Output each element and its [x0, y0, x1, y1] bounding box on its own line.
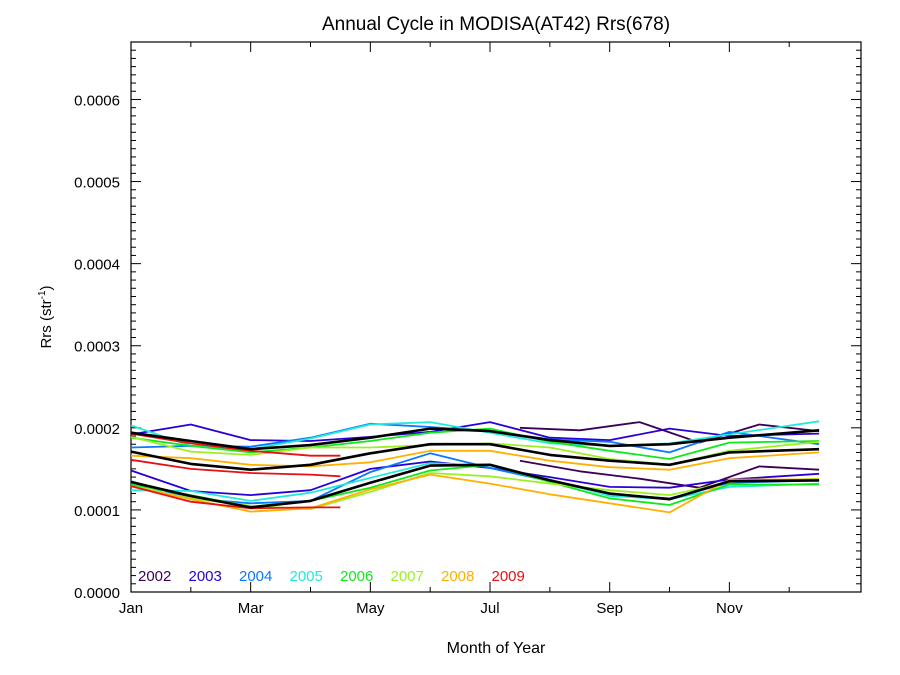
y-tick-label: 0.0000: [74, 585, 120, 602]
chart-title: Annual Cycle in MODISA(AT42) Rrs(678): [322, 14, 670, 35]
y-axis-label-superscript: -1: [37, 290, 48, 299]
legend-entry-2003: 2003: [189, 568, 222, 585]
axis-ticks: [130, 42, 861, 593]
y-axis-label-close: ): [38, 285, 55, 290]
legend-entry-2006: 2006: [340, 568, 373, 585]
x-tick-label: Sep: [596, 600, 623, 617]
plot-border: [130, 41, 862, 593]
legend-entry-2009: 2009: [492, 568, 525, 585]
y-axis-label-main: Rrs (str: [38, 299, 55, 348]
y-tick-label: 0.0002: [74, 421, 120, 438]
legend-entry-2004: 2004: [239, 568, 272, 585]
x-axis-label: Month of Year: [447, 640, 546, 657]
series-line-2002-1: [519, 421, 820, 444]
x-tick-label: Jul: [480, 600, 499, 617]
mean-line-1: [130, 427, 820, 451]
y-axis-label: Rrs (str-1): [37, 285, 55, 348]
y-tick-label: 0.0001: [74, 503, 120, 520]
x-tick-label: Nov: [716, 600, 743, 617]
legend-entry-2007: 2007: [391, 568, 424, 585]
legend-entry-2008: 2008: [441, 568, 474, 585]
mean-series-layer: [130, 427, 820, 509]
legend-entry-2005: 2005: [290, 568, 323, 585]
y-tick-label: 0.0006: [74, 92, 120, 109]
legend: 2002 2003 2004 2005 2006 2007 2008 2009: [138, 568, 525, 585]
series-line-2008-2: [130, 473, 820, 514]
x-tick-label: Mar: [238, 600, 264, 617]
y-tick-label: 0.0004: [74, 257, 120, 274]
y-tick-labels: 0.0000 0.0001 0.0002 0.0003 0.0004 0.0005 0.00…: [74, 92, 120, 602]
mean-line-3: [130, 463, 820, 509]
series-line-2002-2: [519, 459, 820, 489]
x-tick-label: Jan: [119, 600, 143, 617]
y-tick-label: 0.0005: [74, 175, 120, 192]
x-tick-labels: Jan Mar May Jul Sep Nov: [119, 600, 743, 617]
y-tick-label: 0.0003: [74, 339, 120, 356]
mean-line-2: [130, 442, 820, 472]
x-tick-label: May: [356, 600, 385, 617]
series-line-2009-2: [130, 458, 341, 478]
plot-frame: [130, 41, 862, 593]
series-line-2008-1: [130, 449, 820, 471]
legend-entry-2002: 2002: [138, 568, 171, 585]
series-line-2009-1: [130, 432, 341, 457]
